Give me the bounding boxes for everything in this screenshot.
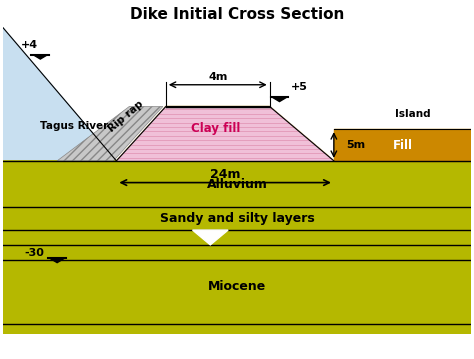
Polygon shape bbox=[3, 107, 471, 334]
Text: Clay fill: Clay fill bbox=[191, 122, 240, 135]
Polygon shape bbox=[50, 258, 64, 263]
Text: Rip rap: Rip rap bbox=[106, 98, 145, 134]
Text: Alluvium: Alluvium bbox=[207, 178, 267, 191]
Polygon shape bbox=[3, 27, 117, 161]
Polygon shape bbox=[117, 107, 334, 161]
Text: Sandy and silty layers: Sandy and silty layers bbox=[160, 212, 314, 225]
Text: -30: -30 bbox=[25, 248, 45, 258]
Text: Island: Island bbox=[395, 109, 431, 120]
Text: Miocene: Miocene bbox=[208, 280, 266, 293]
Polygon shape bbox=[273, 97, 286, 102]
Title: Dike Initial Cross Section: Dike Initial Cross Section bbox=[130, 7, 344, 22]
Polygon shape bbox=[3, 161, 471, 334]
Polygon shape bbox=[33, 55, 47, 59]
Text: 5m: 5m bbox=[346, 140, 365, 150]
Text: +4: +4 bbox=[20, 40, 38, 50]
Text: Fill: Fill bbox=[393, 139, 413, 151]
Polygon shape bbox=[57, 107, 163, 161]
Text: Tagus River: Tagus River bbox=[40, 121, 109, 131]
Text: 24m: 24m bbox=[210, 168, 240, 181]
Polygon shape bbox=[3, 207, 471, 230]
Polygon shape bbox=[3, 260, 471, 324]
Polygon shape bbox=[334, 129, 471, 161]
Text: +5: +5 bbox=[292, 82, 308, 92]
Polygon shape bbox=[3, 245, 471, 260]
Text: 4m: 4m bbox=[208, 72, 228, 82]
Polygon shape bbox=[192, 230, 228, 245]
